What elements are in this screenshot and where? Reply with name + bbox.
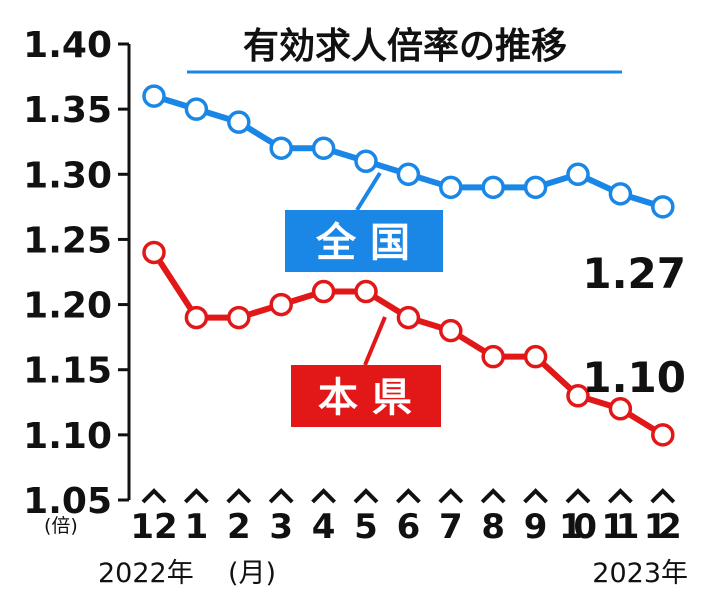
x-tick-label: 8 <box>481 507 505 547</box>
data-point-1 <box>439 318 463 343</box>
month-label: (月) <box>228 558 276 589</box>
end-year-label: 2023年 <box>592 558 688 589</box>
y-tick-label: 1.15 <box>23 351 112 392</box>
svg-text:全国: 全国 <box>315 220 424 266</box>
x-tick-mark <box>650 488 676 504</box>
x-tick-label: 12 <box>644 507 682 547</box>
data-point-0 <box>396 162 421 187</box>
x-tick-mark <box>395 488 421 504</box>
x-tick-label: 6 <box>397 507 421 547</box>
start-year-label: 2022年 <box>98 558 194 589</box>
y-tick-label: 1.05 <box>23 481 112 522</box>
y-tick-label: 1.30 <box>23 155 112 196</box>
data-point-0 <box>439 175 463 200</box>
data-point-1 <box>142 240 166 265</box>
data-point-1 <box>608 397 633 421</box>
x-tick-label: 10 <box>559 507 597 547</box>
y-tick-label: 1.20 <box>23 286 112 327</box>
x-tick-label: 12 <box>130 507 177 547</box>
x-axis-ticks: 12 1 2 3 4 5 6 7 8 9 10 11 12 <box>130 488 682 547</box>
x-tick-mark <box>523 488 549 504</box>
end-label-prefecture: 1.10 <box>582 353 686 402</box>
series-label-nationwide: 全国 <box>285 171 443 272</box>
data-point-1 <box>227 305 251 330</box>
data-point-1 <box>396 305 421 330</box>
x-tick-mark <box>268 488 294 504</box>
data-point-0 <box>269 136 293 160</box>
x-tick-mark <box>438 488 464 504</box>
data-point-0 <box>227 110 251 134</box>
x-tick-mark <box>607 488 633 504</box>
data-point-1 <box>566 384 590 408</box>
data-point-0 <box>354 149 378 174</box>
data-point-1 <box>311 279 336 304</box>
data-point-0 <box>651 195 675 219</box>
y-axis-ticks: 1.05 1.10 1.15 1.20 1.25 1.30 1.35 1.40 <box>23 25 129 522</box>
x-tick-label: 1 <box>185 507 209 547</box>
x-tick-label: 3 <box>269 507 293 547</box>
series-line-0 <box>153 93 664 210</box>
x-tick-mark <box>183 488 209 504</box>
y-unit-label: (倍) <box>44 515 78 537</box>
data-point-0 <box>481 175 505 200</box>
x-tick-mark <box>480 488 506 504</box>
chart-title: 有効求人倍率の推移 <box>243 26 567 67</box>
data-point-0 <box>184 97 209 121</box>
x-tick-label: 4 <box>312 507 336 547</box>
x-tick-mark <box>565 488 591 504</box>
x-tick-label: 7 <box>439 507 463 547</box>
x-tick-label: 11 <box>601 507 639 547</box>
x-tick-mark <box>226 488 252 504</box>
x-tick-mark <box>353 488 379 504</box>
data-point-1 <box>269 292 293 317</box>
x-tick-label: 2 <box>227 507 251 547</box>
data-point-1 <box>523 344 548 369</box>
x-tick-label: 5 <box>354 507 378 547</box>
data-point-0 <box>311 136 336 160</box>
x-tick-label: 9 <box>524 507 548 547</box>
data-point-0 <box>566 162 590 187</box>
end-label-nationwide: 1.27 <box>582 249 686 298</box>
data-point-0 <box>608 182 633 206</box>
data-point-1 <box>354 279 378 304</box>
x-tick-mark <box>311 488 337 504</box>
svg-text:本県: 本県 <box>318 375 426 421</box>
data-point-1 <box>481 344 505 369</box>
series-label-prefecture: 本県 <box>291 316 441 427</box>
y-tick-label: 1.35 <box>23 90 112 131</box>
series-group <box>142 84 675 447</box>
data-point-0 <box>142 84 166 108</box>
x-tick-mark <box>141 488 167 504</box>
data-point-0 <box>523 175 548 200</box>
y-tick-label: 1.25 <box>23 220 112 261</box>
y-tick-label: 1.40 <box>23 25 112 66</box>
data-point-1 <box>184 305 209 330</box>
data-point-1 <box>651 423 675 447</box>
y-tick-label: 1.10 <box>23 416 112 457</box>
